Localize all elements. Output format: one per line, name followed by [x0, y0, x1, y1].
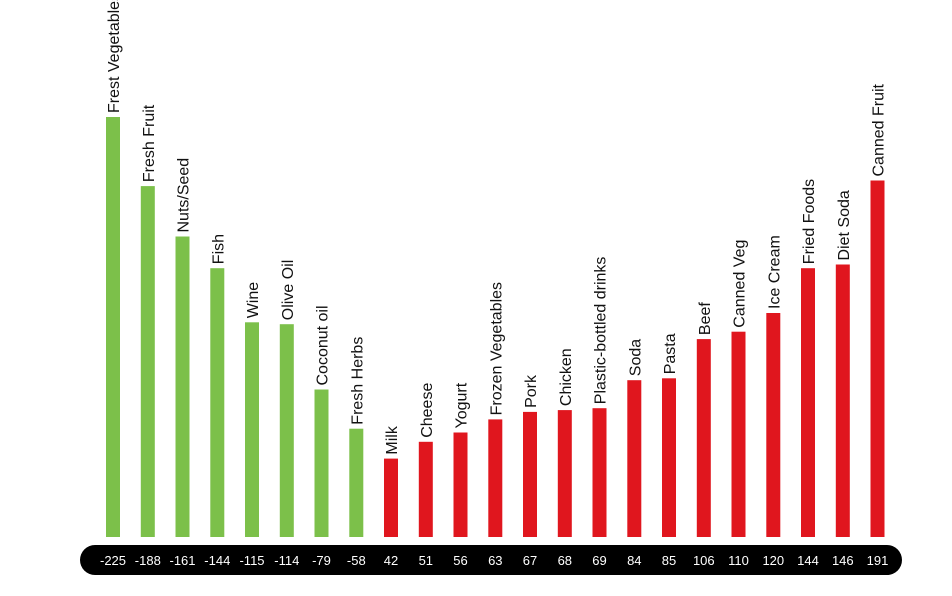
bar-soda	[627, 380, 642, 537]
category-label-pasta: Pasta	[662, 333, 679, 374]
bar-wine	[245, 322, 259, 537]
value-label-beef: 106	[693, 553, 715, 568]
category-label-cheese: Cheese	[419, 383, 436, 438]
category-label-fried-foods: Fried Foods	[801, 179, 818, 264]
bar-yogurt	[453, 432, 468, 537]
bar-ice-cream	[766, 313, 781, 537]
category-label-diet-soda: Diet Soda	[836, 190, 853, 260]
value-label-chicken: 68	[558, 553, 572, 568]
value-label-cheese: 51	[419, 553, 433, 568]
value-label-pork: 67	[523, 553, 537, 568]
bar-olive-oil	[279, 324, 294, 537]
value-label-yogurt: 56	[453, 553, 467, 568]
category-label-beef: Beef	[697, 302, 714, 335]
bar-frozen-vegetables	[488, 419, 503, 537]
bar-pork	[523, 411, 537, 537]
value-label-frozen-vegetables: 63	[488, 553, 502, 568]
bar-nuts-seed	[175, 236, 190, 537]
bar-beef	[696, 339, 711, 537]
category-label-pork: Pork	[523, 374, 540, 408]
value-label-fresh-fruit: -188	[135, 553, 161, 568]
bar-pasta	[662, 378, 676, 537]
value-label-soda: 84	[627, 553, 641, 568]
category-label-ice-cream: Ice Cream	[766, 235, 783, 309]
value-label-pasta: 85	[662, 553, 676, 568]
value-label-nuts-seed: -161	[169, 553, 195, 568]
value-strip	[80, 545, 902, 575]
value-label-plastic-bottled-drinks: 69	[592, 553, 606, 568]
bar-canned-fruit	[870, 180, 885, 537]
value-label-fresh-herbs: -58	[347, 553, 366, 568]
value-label-canned-fruit: 191	[867, 553, 889, 568]
value-label-diet-soda: 146	[832, 553, 854, 568]
bars-group	[106, 117, 885, 537]
category-label-fresh-herbs: Fresh Herbs	[349, 337, 366, 425]
bar-plastic-bottled-drinks	[592, 408, 607, 537]
value-label-milk: 42	[384, 553, 398, 568]
category-label-milk: Milk	[384, 425, 401, 454]
value-label-canned-veg: 110	[728, 553, 749, 568]
category-label-frest-vegetables: Frest Vegetables	[106, 0, 123, 113]
bar-diet-soda	[835, 264, 850, 537]
bar-fresh-fruit	[140, 186, 155, 537]
bar-fresh-herbs	[349, 428, 364, 537]
category-label-coconut-oil: Coconut oil	[315, 305, 332, 385]
value-label-coconut-oil: -79	[312, 553, 331, 568]
category-label-nuts-seed: Nuts/Seed	[176, 158, 193, 233]
value-label-ice-cream: 120	[762, 553, 784, 568]
value-label-fried-foods: 144	[797, 553, 819, 568]
category-label-canned-veg: Canned Veg	[732, 240, 749, 328]
bar-milk	[384, 458, 398, 537]
value-label-frest-vegetables: -225	[100, 553, 126, 568]
bar-fried-foods	[801, 268, 815, 537]
value-label-fish: -144	[204, 553, 230, 568]
category-label-yogurt: Yogurt	[454, 382, 471, 428]
bar-canned-veg	[731, 331, 746, 537]
bar-coconut-oil	[314, 389, 329, 537]
category-label-olive-oil: Olive Oil	[280, 260, 297, 320]
bar-cheese	[418, 441, 433, 537]
category-label-canned-fruit: Canned Fruit	[871, 83, 888, 176]
category-label-fish: Fish	[210, 234, 227, 264]
value-label-olive-oil: -114	[274, 553, 299, 568]
category-label-wine: Wine	[245, 282, 262, 319]
bar-fish	[210, 268, 225, 537]
category-label-soda: Soda	[627, 339, 644, 376]
value-labels-group: -225 -188 -161 -144 -115 -114 -79 -58 42 51 56 63 67…	[100, 553, 888, 568]
category-label-chicken: Chicken	[558, 348, 575, 406]
bar-chicken	[557, 410, 572, 537]
category-label-plastic-bottled-drinks: Plastic-bottled drinks	[593, 257, 610, 405]
value-label-wine: -115	[239, 553, 264, 568]
bar-frest-vegetables	[106, 117, 120, 537]
category-label-frozen-vegetables: Frozen Vegetables	[488, 282, 505, 415]
category-labels-group: Frest Vegetables Fresh Fruit Nuts/Seed Fish…	[106, 0, 888, 455]
category-label-fresh-fruit: Fresh Fruit	[141, 104, 158, 182]
